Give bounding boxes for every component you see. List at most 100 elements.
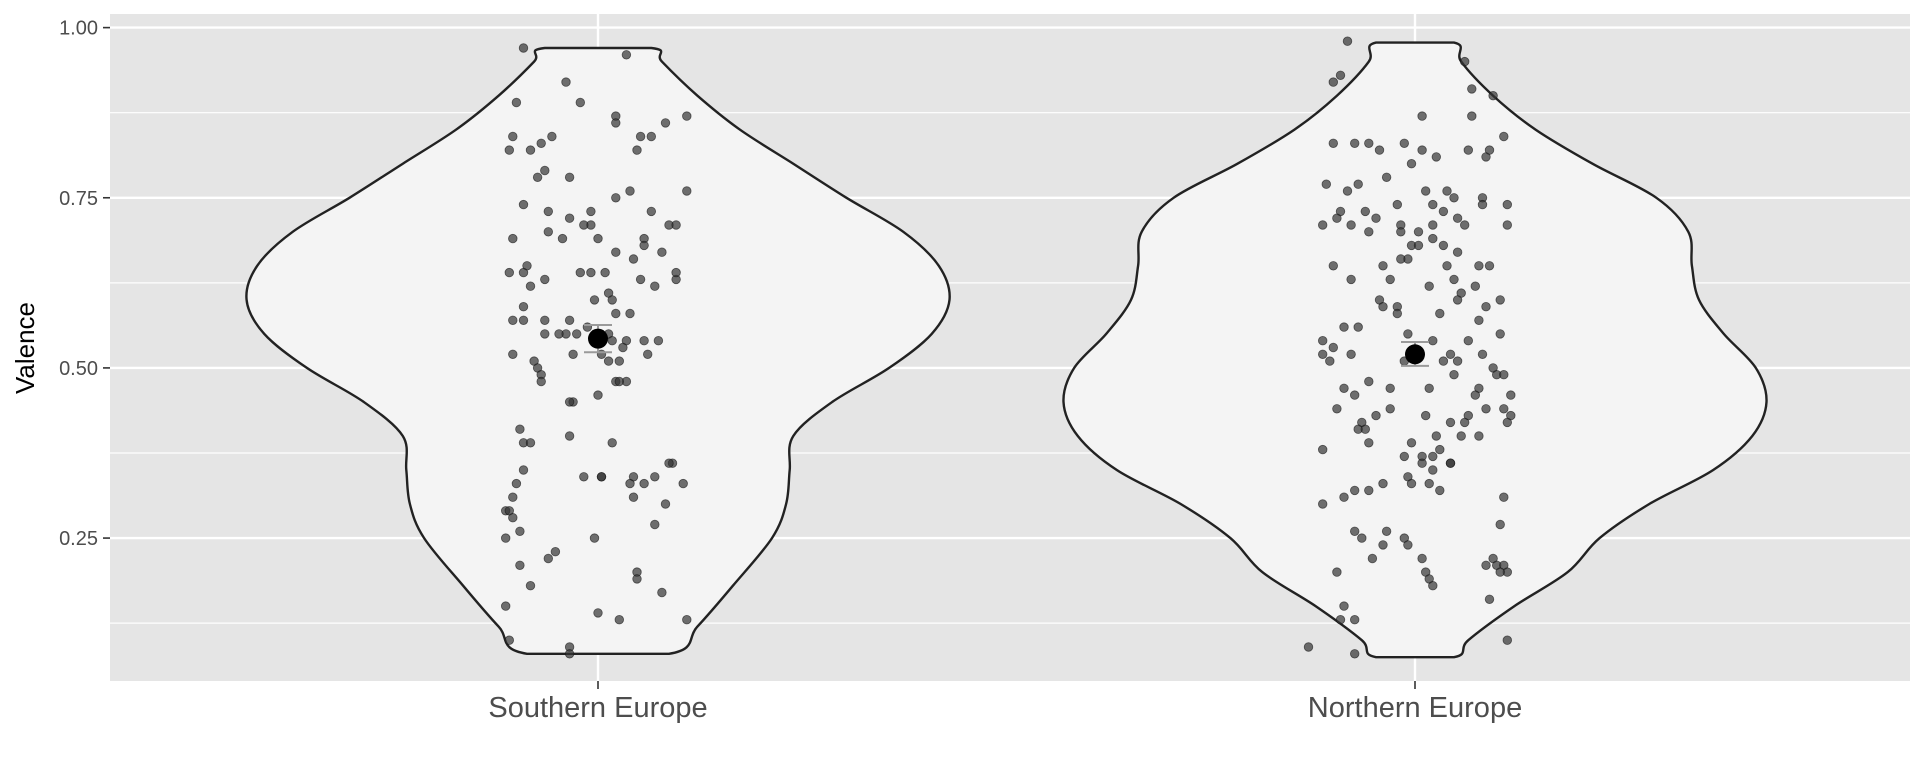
data-point [628, 254, 639, 264]
data-point [1367, 553, 1378, 564]
data-point [1406, 158, 1417, 169]
data-point [635, 131, 646, 142]
data-point [660, 118, 671, 128]
mean-markers [584, 324, 1429, 367]
data-point [632, 145, 642, 155]
data-point [643, 349, 653, 360]
data-points [501, 36, 1516, 659]
data-point [625, 308, 635, 319]
data-point [1502, 635, 1513, 645]
data-point [564, 397, 575, 407]
data-point [593, 390, 603, 400]
data-point [607, 295, 617, 305]
data-point [611, 193, 621, 203]
mean-point [588, 328, 608, 349]
data-point [1303, 642, 1314, 652]
data-point [650, 472, 660, 482]
data-point [1364, 138, 1374, 149]
data-point [1328, 261, 1339, 271]
data-point [611, 308, 621, 319]
data-point [1406, 438, 1417, 448]
data-point [540, 315, 550, 326]
data-point [536, 376, 546, 387]
data-point [1463, 336, 1474, 346]
data-point [579, 220, 589, 230]
data-point [1317, 336, 1328, 346]
data-point [646, 131, 657, 142]
data-point [1413, 240, 1424, 251]
data-point [1484, 145, 1495, 155]
data-point [1332, 567, 1342, 577]
data-point [625, 186, 635, 196]
data-point [1445, 349, 1456, 360]
data-point [518, 302, 529, 312]
data-point [1428, 220, 1438, 230]
data-point [1328, 77, 1339, 87]
data-point [1349, 138, 1360, 149]
data-point [1317, 444, 1328, 455]
data-point [1484, 594, 1495, 605]
data-point [1381, 172, 1392, 183]
data-point [589, 295, 600, 305]
data-point [1442, 261, 1452, 271]
x-tick-label: Southern Europe [488, 692, 707, 724]
data-point [1467, 111, 1477, 121]
data-point [611, 247, 621, 257]
data-point [1438, 356, 1449, 366]
data-point [1342, 36, 1353, 46]
data-point [508, 233, 518, 244]
data-point [1452, 295, 1463, 305]
data-point [1428, 581, 1438, 591]
data-point [650, 281, 660, 291]
data-point [1325, 356, 1335, 366]
data-point [593, 608, 603, 618]
data-point [1417, 145, 1427, 155]
data-point [621, 50, 632, 60]
data-point [572, 329, 582, 339]
data-point [515, 526, 525, 537]
data-point [1339, 601, 1349, 611]
data-point [1428, 336, 1438, 346]
data-point [1328, 138, 1339, 149]
data-point [1342, 186, 1353, 196]
data-point [635, 274, 646, 285]
data-point [1420, 410, 1431, 421]
data-point [1332, 213, 1342, 223]
data-point [1364, 376, 1374, 387]
data-point [607, 438, 617, 448]
y-axis-title: Valence [10, 302, 40, 394]
data-point [1470, 281, 1481, 291]
data-point [639, 240, 649, 251]
data-point [508, 131, 518, 142]
data-point [1424, 281, 1434, 291]
data-point [1420, 186, 1431, 196]
data-point [1396, 254, 1406, 264]
data-point [1317, 349, 1328, 360]
data-point [1459, 220, 1470, 230]
data-point [614, 615, 625, 625]
data-point [1317, 220, 1328, 230]
data-point [1346, 349, 1356, 360]
data-point [678, 478, 688, 489]
data-point [682, 186, 692, 196]
data-point [1484, 261, 1495, 271]
x-tick-label: Northern Europe [1308, 692, 1522, 724]
data-point [504, 267, 515, 278]
data-point [508, 513, 518, 523]
data-point [1339, 492, 1349, 502]
data-point [579, 472, 589, 482]
data-point [1467, 84, 1477, 94]
data-point [508, 315, 518, 326]
y-tick-label: 0.50 [59, 358, 98, 380]
data-point [1392, 308, 1403, 319]
data-point [1481, 560, 1491, 571]
data-point [1428, 465, 1438, 475]
data-point [1502, 417, 1513, 428]
data-point [1349, 390, 1360, 400]
data-point [1477, 199, 1488, 210]
data-point [1428, 233, 1438, 244]
data-point [625, 478, 635, 489]
data-point [518, 43, 529, 53]
data-point [586, 206, 596, 217]
data-point [568, 349, 578, 360]
